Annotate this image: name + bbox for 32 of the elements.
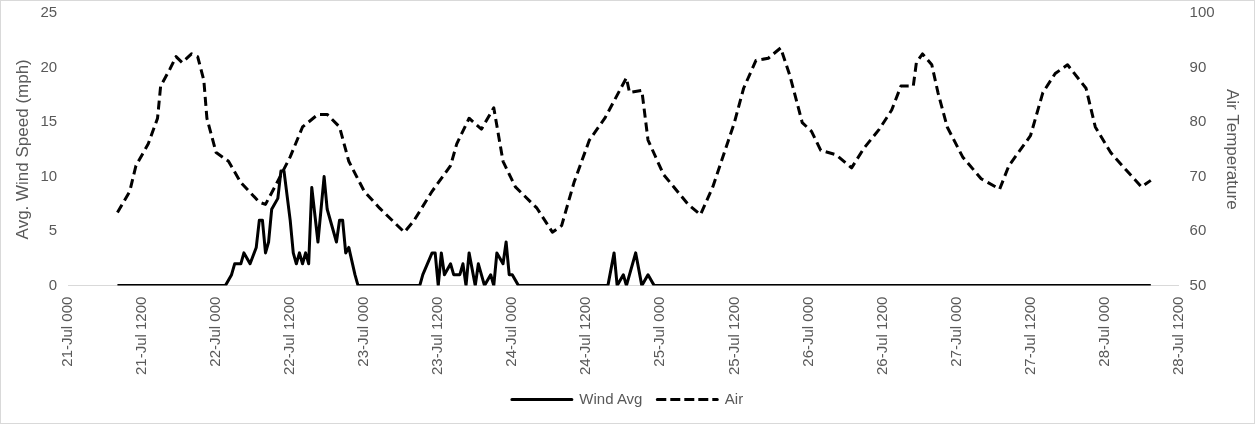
legend-label: Wind Avg	[579, 389, 643, 407]
y2-tick-label: 70	[1189, 166, 1207, 184]
y-tick-label: 15	[40, 112, 58, 130]
x-tick-label: 24-Jul 1200	[576, 296, 594, 376]
x-tick-label: 26-Jul 1200	[872, 296, 890, 376]
x-tick-label: 28-Jul 1200	[1168, 296, 1186, 376]
x-tick-label: 27-Jul 000	[946, 296, 964, 367]
y-axis-title: Avg. Wind Speed (mph)	[12, 59, 32, 240]
x-tick-label: 21-Jul 1200	[132, 296, 150, 376]
x-tick-label: 22-Jul 000	[206, 296, 224, 367]
x-tick-label: 23-Jul 000	[354, 296, 372, 367]
y-tick-label: 10	[40, 166, 58, 184]
x-tick-label: 21-Jul 000	[58, 296, 76, 367]
y-tick-label: 5	[48, 221, 58, 239]
x-tick-label: 26-Jul 000	[798, 296, 816, 367]
x-tick-label: 25-Jul 1200	[724, 296, 742, 376]
y2-tick-label: 60	[1189, 221, 1207, 239]
x-tick-label: 23-Jul 1200	[428, 296, 446, 376]
x-tick-label: 25-Jul 000	[650, 296, 668, 367]
y-tick-label: 0	[48, 275, 58, 293]
y2-tick-label: 80	[1189, 112, 1207, 130]
y2-tick-label: 90	[1189, 57, 1207, 75]
y2-tick-label: 100	[1189, 3, 1215, 21]
legend-label: Air	[724, 389, 744, 407]
x-tick-label: 28-Jul 000	[1094, 296, 1112, 367]
x-tick-label: 22-Jul 1200	[280, 296, 298, 376]
y2-tick-label: 50	[1189, 275, 1207, 293]
x-tick-label: 24-Jul 000	[502, 296, 520, 367]
y2-axis-title: Air Temperature	[1223, 88, 1243, 210]
x-tick-label: 27-Jul 1200	[1020, 296, 1038, 376]
y-tick-label: 20	[40, 57, 58, 75]
y-tick-label: 25	[40, 3, 58, 21]
